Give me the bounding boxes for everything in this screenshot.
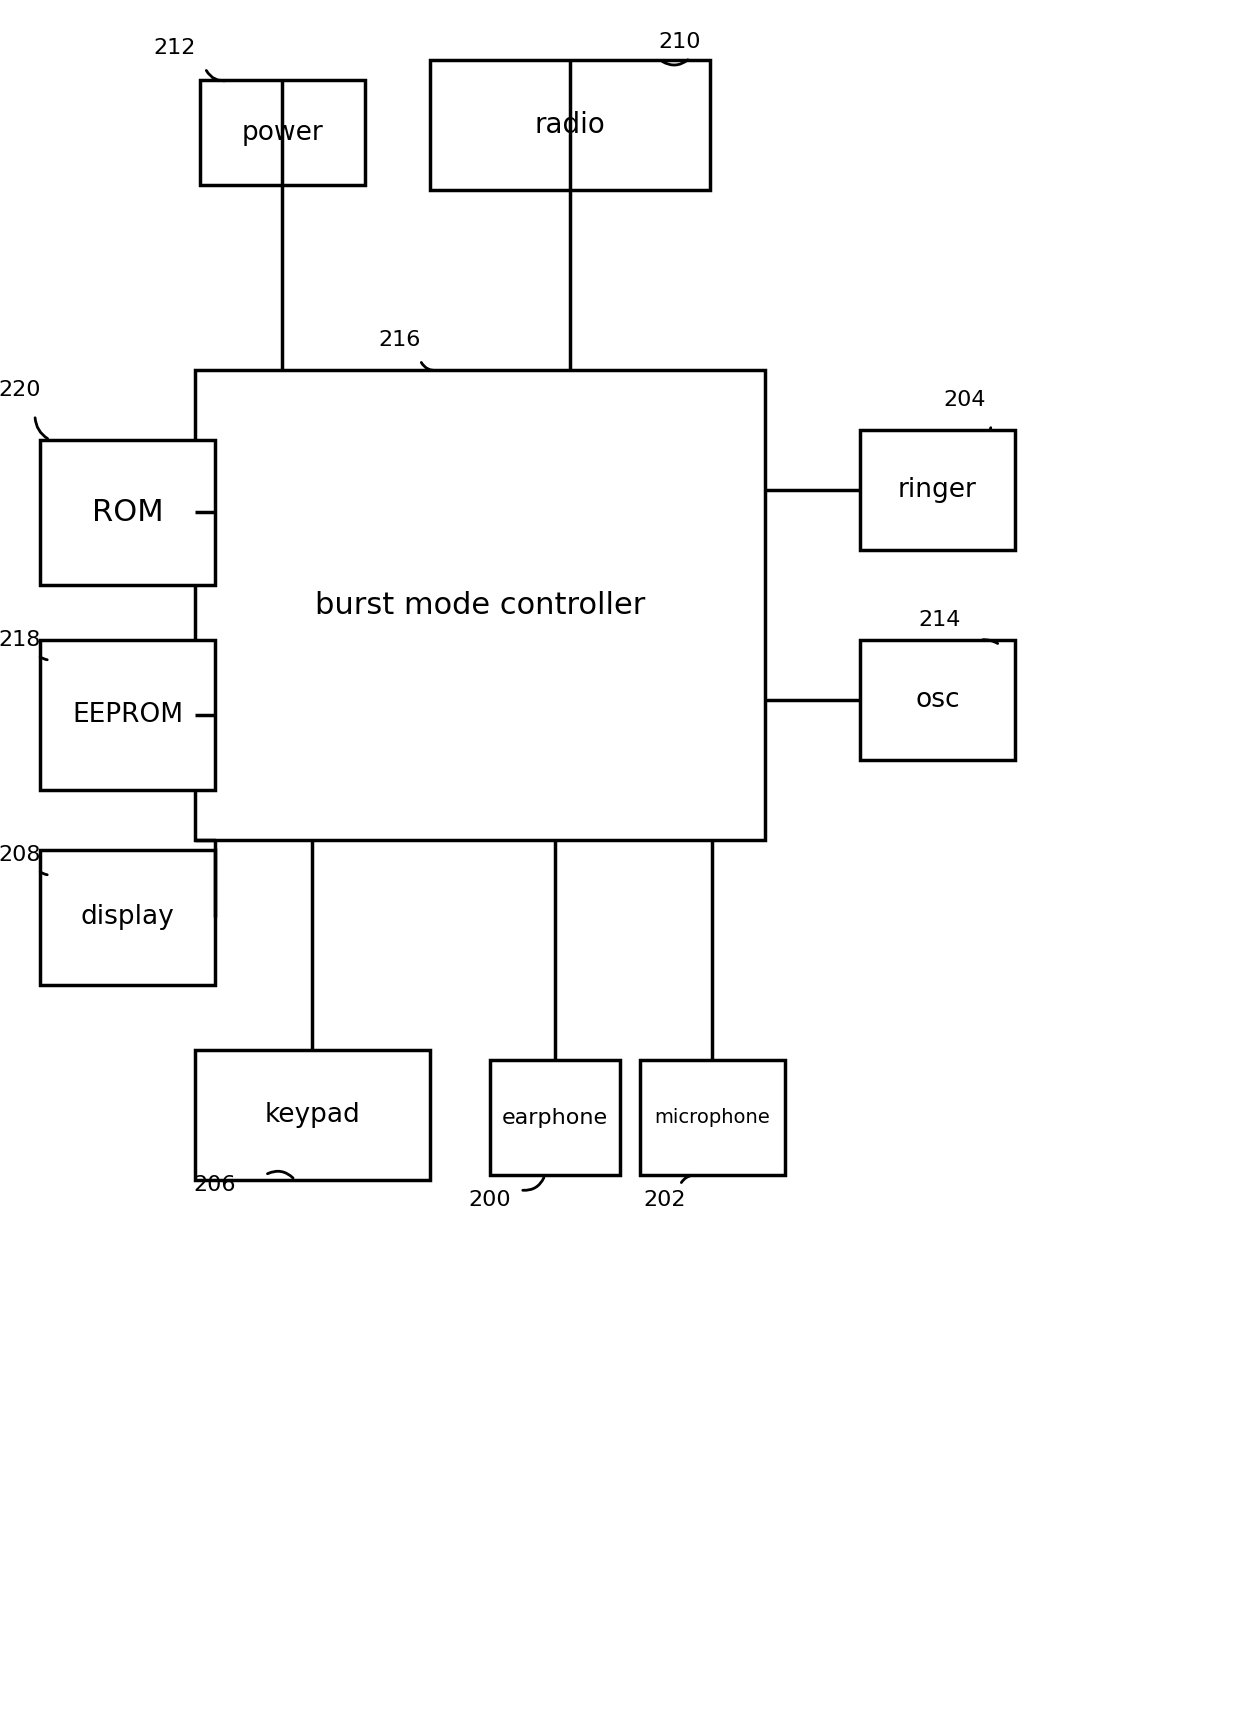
Text: burst mode controller: burst mode controller xyxy=(315,590,645,619)
Bar xyxy=(195,370,765,839)
FancyArrowPatch shape xyxy=(40,872,47,875)
Text: 206: 206 xyxy=(193,1175,237,1195)
FancyArrowPatch shape xyxy=(983,640,998,643)
Bar xyxy=(490,1060,620,1175)
Text: power: power xyxy=(242,119,324,146)
Text: 208: 208 xyxy=(0,845,41,865)
Text: microphone: microphone xyxy=(655,1108,770,1127)
Text: 200: 200 xyxy=(469,1190,511,1209)
Bar xyxy=(40,440,215,585)
Bar xyxy=(861,640,1016,760)
FancyArrowPatch shape xyxy=(422,363,438,370)
FancyArrowPatch shape xyxy=(662,60,688,65)
FancyArrowPatch shape xyxy=(206,71,227,81)
Text: osc: osc xyxy=(915,686,960,714)
Text: 220: 220 xyxy=(0,380,41,401)
Text: earphone: earphone xyxy=(502,1108,608,1128)
Bar xyxy=(861,430,1016,550)
Text: ROM: ROM xyxy=(92,499,164,526)
Bar xyxy=(640,1060,785,1175)
Bar xyxy=(430,60,711,189)
Text: 214: 214 xyxy=(919,611,961,630)
FancyArrowPatch shape xyxy=(35,418,47,439)
Text: 204: 204 xyxy=(944,390,986,409)
Bar xyxy=(195,1049,430,1180)
FancyArrowPatch shape xyxy=(523,1178,544,1190)
Text: 216: 216 xyxy=(378,330,422,349)
Text: 210: 210 xyxy=(658,33,702,52)
Text: display: display xyxy=(81,905,175,931)
FancyArrowPatch shape xyxy=(681,1175,692,1183)
Bar xyxy=(200,81,365,186)
Text: 202: 202 xyxy=(644,1190,686,1209)
Text: 218: 218 xyxy=(0,630,41,650)
Text: EEPROM: EEPROM xyxy=(72,702,184,728)
FancyArrowPatch shape xyxy=(268,1171,293,1178)
Text: ringer: ringer xyxy=(898,476,977,502)
Text: 212: 212 xyxy=(154,38,196,58)
Bar xyxy=(40,640,215,789)
Bar xyxy=(40,850,215,986)
Text: radio: radio xyxy=(534,112,605,139)
FancyArrowPatch shape xyxy=(40,657,47,660)
Text: keypad: keypad xyxy=(264,1103,361,1128)
